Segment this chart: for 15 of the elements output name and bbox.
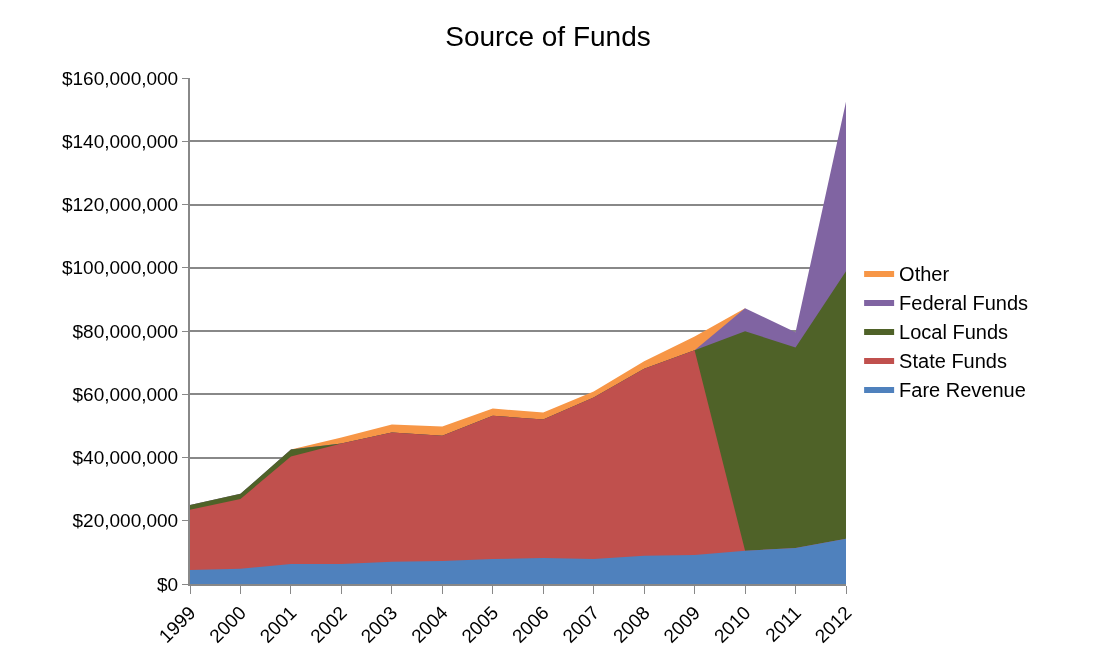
- y-tick-label: $160,000,000: [61, 67, 179, 89]
- legend-label: State Funds: [899, 349, 1007, 372]
- legend-label: Fare Revenue: [899, 378, 1026, 401]
- legend-label: Local Funds: [899, 320, 1009, 343]
- y-tick-label: $80,000,000: [72, 320, 179, 342]
- y-tick-label: $140,000,000: [61, 130, 179, 152]
- y-tick-label: $40,000,000: [72, 447, 179, 469]
- y-tick-label: $20,000,000: [72, 510, 179, 532]
- chart-title: Source of Funds: [445, 20, 651, 52]
- y-tick-label: $0: [157, 573, 179, 595]
- legend-label: Federal Funds: [899, 291, 1029, 314]
- y-tick-label: $60,000,000: [72, 383, 179, 405]
- legend-label: Other: [899, 262, 950, 285]
- y-tick-label: $120,000,000: [61, 194, 179, 216]
- y-tick-label: $100,000,000: [61, 257, 179, 279]
